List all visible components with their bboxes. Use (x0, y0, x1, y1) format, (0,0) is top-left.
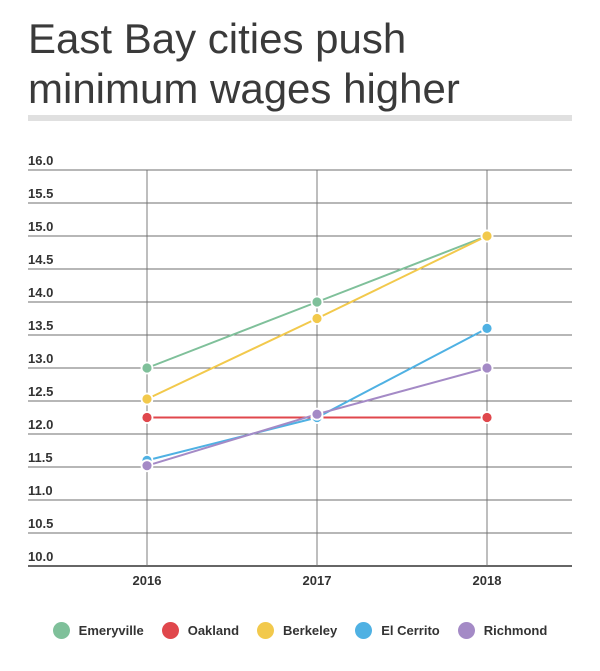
legend-label: Berkeley (283, 623, 338, 638)
y-tick-label: 10.5 (28, 516, 53, 531)
legend-item-oakland: Oakland (161, 622, 240, 639)
data-point-richmond (310, 407, 324, 421)
y-tick-label: 12.5 (28, 384, 53, 399)
y-tick-label: 16.0 (28, 153, 53, 168)
data-point-richmond (480, 361, 494, 375)
data-point-el-cerrito (480, 321, 494, 335)
y-tick-label: 11.0 (28, 483, 53, 498)
x-tick-label: 2017 (303, 573, 332, 588)
data-point-richmond (140, 459, 154, 473)
legend-label: Richmond (483, 623, 548, 638)
data-point-oakland (140, 411, 154, 424)
tick-layer: 16.0 15.5 15.0 14.5 14.0 13.5 13.0 12.5 12.0 11.5… (28, 153, 501, 588)
y-tick-label: 12.0 (28, 417, 53, 432)
data-point-emeryville (310, 295, 324, 309)
legend-item-emeryville: Emeryville (52, 622, 144, 639)
y-tick-label: 14.5 (28, 252, 53, 267)
y-tick-label: 13.5 (28, 318, 53, 333)
legend-swatch (52, 622, 70, 639)
data-point-emeryville (140, 361, 154, 375)
legend-item-el-cerrito: El Cerrito (355, 622, 440, 639)
legend-label: Emeryville (78, 623, 144, 638)
legend: Emeryville Oakland Berkeley El Cerrito Richm… (0, 622, 600, 639)
legend-swatch (355, 622, 373, 639)
data-point-berkeley (310, 312, 324, 325)
data-point-oakland (480, 411, 494, 424)
series-layer (140, 229, 494, 473)
y-tick-label: 11.5 (28, 450, 53, 465)
legend-item-berkeley: Berkeley (257, 622, 337, 639)
legend-label: Oakland (187, 623, 240, 638)
data-point-berkeley (140, 392, 154, 406)
y-tick-label: 10.0 (28, 549, 53, 564)
legend-swatch (457, 622, 475, 639)
legend-label: El Cerrito (381, 623, 440, 638)
chart-title: East Bay cities push minimum wages highe… (28, 15, 460, 112)
legend-item-richmond: Richmond (457, 622, 548, 639)
y-tick-label: 15.5 (28, 186, 53, 201)
line-chart: 16.0 15.5 15.0 14.5 14.0 13.5 13.0 12.5 12.0 11.5… (28, 153, 572, 588)
y-tick-label: 14.0 (28, 285, 53, 300)
legend-swatch (257, 622, 275, 639)
x-tick-label: 2018 (473, 573, 502, 588)
title-divider (28, 115, 572, 121)
y-tick-label: 13.0 (28, 351, 53, 366)
legend-swatch (161, 622, 179, 639)
data-point-berkeley (480, 229, 494, 243)
y-tick-label: 15.0 (28, 219, 53, 234)
x-tick-label: 2016 (133, 573, 162, 588)
